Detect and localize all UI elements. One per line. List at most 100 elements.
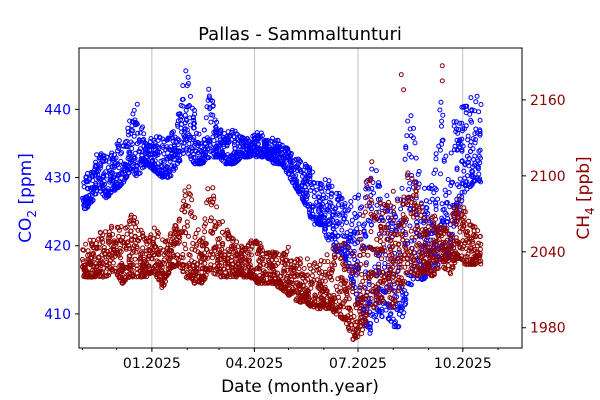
co2-point: [371, 190, 376, 196]
ch4-point: [182, 241, 188, 247]
ch4-point: [357, 302, 363, 308]
co2-point: [452, 147, 457, 153]
ch4-point: [355, 325, 361, 331]
co2-point: [223, 139, 229, 145]
ch4-point: [402, 264, 408, 270]
co2-point: [336, 212, 342, 218]
ch4-point: [352, 332, 357, 338]
ch4-point: [105, 238, 111, 244]
ch4-point: [409, 176, 415, 181]
ch4-point: [385, 256, 391, 262]
ch4-point: [329, 267, 335, 273]
co2-point: [290, 180, 296, 186]
co2-point: [155, 164, 161, 170]
ch4-point: [363, 292, 369, 298]
co2-point: [206, 93, 212, 99]
co2-point: [100, 158, 105, 164]
ch4-point: [458, 256, 464, 262]
co2-point: [127, 160, 133, 165]
co2-point: [462, 162, 468, 168]
ch4-point: [195, 261, 201, 267]
ch4-point: [368, 229, 374, 235]
ch4-point: [132, 256, 138, 262]
co2-point: [168, 173, 174, 179]
ch4-point: [136, 238, 142, 244]
ch4-point: [461, 219, 467, 225]
ch4-point: [405, 195, 411, 201]
co2-point: [296, 161, 302, 167]
ch4-point: [396, 259, 402, 265]
ch4-point: [169, 265, 175, 271]
ch4-point: [211, 193, 217, 199]
co2-point: [388, 208, 393, 214]
co2-point: [469, 107, 475, 113]
ch4-point: [385, 204, 391, 210]
co2-point: [115, 161, 121, 167]
co2-point: [418, 218, 424, 224]
ch4-point: [388, 282, 394, 288]
co2-point: [472, 108, 478, 114]
co2-point: [210, 98, 216, 104]
co2-point: [217, 153, 223, 159]
ch4-point: [257, 259, 263, 265]
ch4-point: [109, 225, 114, 231]
ch4-point: [471, 232, 477, 238]
co2-point: [443, 153, 449, 159]
ch4-point: [338, 275, 344, 281]
ch4-point: [173, 223, 179, 229]
co2-point: [172, 134, 178, 140]
ch4-point: [266, 258, 272, 263]
ch4-point: [113, 241, 119, 247]
co2-point: [124, 173, 130, 179]
ch4-point: [413, 208, 419, 214]
ch4-point: [271, 268, 277, 273]
co2-point: [355, 195, 361, 201]
ch4-point: [87, 262, 93, 268]
ch4-point: [388, 237, 394, 243]
ch4-point: [212, 248, 218, 254]
co2-point: [322, 177, 328, 183]
ch4-point: [387, 238, 393, 244]
ch4-point: [385, 273, 391, 279]
ch4-point: [456, 196, 462, 202]
ch4-point: [400, 212, 406, 218]
co2-point: [148, 136, 154, 141]
ch4-point: [398, 72, 404, 78]
ch4-point: [322, 301, 328, 306]
ch4-point: [192, 234, 198, 240]
ch4-point: [283, 257, 288, 263]
co2-point: [461, 168, 467, 174]
ch4-point: [357, 229, 363, 235]
ch4-point: [220, 241, 226, 247]
co2-point: [314, 187, 320, 193]
ch4-point: [280, 256, 285, 262]
ch4-point: [431, 227, 436, 233]
co2-point: [135, 130, 141, 136]
co2-point: [414, 219, 420, 225]
co2-point: [203, 115, 209, 121]
co2-point: [403, 144, 409, 150]
x-tick-label: 07.2025: [329, 356, 387, 372]
ch4-point: [375, 281, 381, 287]
ch4-point: [339, 314, 345, 320]
co2-point: [439, 123, 444, 129]
ch4-point: [402, 230, 408, 235]
co2-point: [352, 195, 358, 200]
ch4-point: [364, 310, 370, 316]
ch4-point: [314, 302, 320, 308]
ch4-point: [378, 224, 384, 230]
ch4-point: [232, 245, 238, 251]
co2-point: [256, 135, 262, 141]
co2-point: [193, 148, 198, 154]
ch4-point: [343, 278, 349, 284]
co2-point: [339, 196, 345, 201]
ch4-point: [436, 256, 442, 262]
ch4-point: [154, 274, 160, 280]
co2-point: [179, 97, 185, 102]
co2-point: [475, 165, 481, 170]
ch4-point: [81, 262, 87, 268]
co2-point: [435, 196, 441, 202]
co2-point: [398, 197, 404, 203]
co2-point: [477, 117, 483, 123]
ch4-point: [373, 272, 379, 278]
